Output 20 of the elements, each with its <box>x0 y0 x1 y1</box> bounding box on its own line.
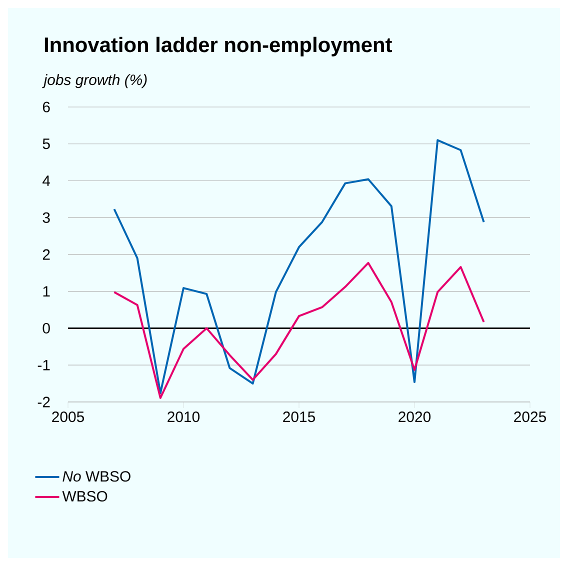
x-tick-label: 2025 <box>514 412 546 422</box>
line-series <box>113 139 485 394</box>
x-tick-label: 2020 <box>398 412 431 422</box>
y-tick-label: 5 <box>42 138 50 150</box>
y-tick-label: 6 <box>42 102 50 112</box>
y-tick-label: -1 <box>38 360 50 370</box>
y-tick-label: 4 <box>42 176 50 186</box>
x-tick-label: 2015 <box>283 412 315 422</box>
y-tick-label: 2 <box>42 249 50 260</box>
line-series <box>113 262 485 399</box>
x-tick-label: 2010 <box>168 412 200 422</box>
y-axis-title: jobs growth (%) <box>42 74 147 88</box>
y-tick-label: 3 <box>42 212 50 223</box>
x-tick-label: 2005 <box>52 412 84 422</box>
chart-title: Innovation ladder non-employment <box>44 36 392 56</box>
y-tick-label: -2 <box>38 396 50 408</box>
legend-label: WBSO <box>62 490 108 502</box>
y-tick-label: 0 <box>42 322 50 334</box>
y-tick-label: 1 <box>43 286 50 296</box>
legend-label: No WBSO <box>62 471 130 482</box>
